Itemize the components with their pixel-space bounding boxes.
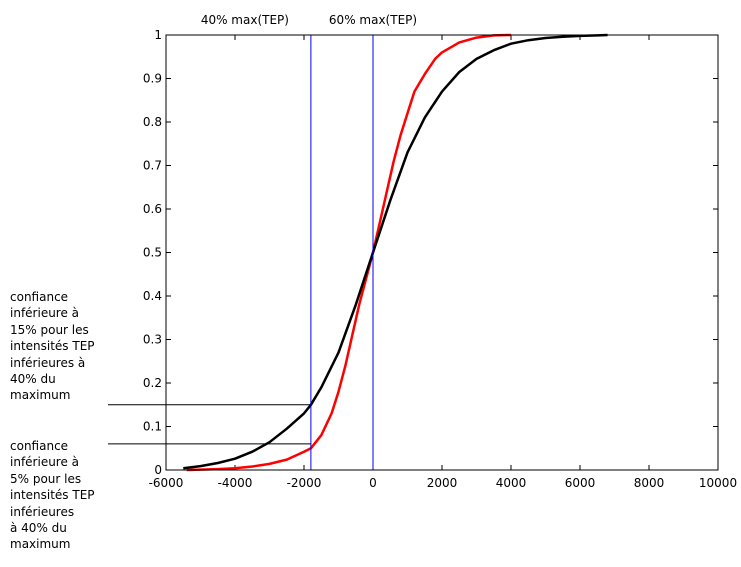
series-lines	[183, 33, 608, 472]
y-tick-label: 0	[154, 463, 162, 477]
plot-frame	[165, 34, 719, 471]
x-tick-label: 10000	[699, 476, 737, 490]
tick-labels: -6000 -4000 -2000 0 2000 4000 6000 8000 10000 0 0.…	[143, 13, 737, 490]
y-tick-label: 0.3	[143, 333, 162, 347]
x-tick-label: 2000	[427, 476, 458, 490]
y-tick-label: 0.4	[143, 289, 162, 303]
x-tick-label: -6000	[149, 476, 184, 490]
reference-lines	[108, 35, 374, 470]
y-tick-label: 0.1	[143, 420, 162, 434]
x-tick-label: 0	[369, 476, 377, 490]
x-tick-label: 6000	[565, 476, 596, 490]
x-tick-label: -2000	[287, 476, 322, 490]
x-tick-label: -4000	[218, 476, 253, 490]
y-tick-label: 0.7	[143, 159, 162, 173]
y-tick-label: 1	[154, 28, 162, 42]
annotation-15-percent: confiance inférieure à 15% pour les inte…	[10, 290, 95, 403]
x-tick-label: 8000	[634, 476, 665, 490]
y-tick-label: 0.5	[143, 246, 162, 260]
series-line-red	[186, 33, 512, 472]
x-tick-label: 4000	[496, 476, 527, 490]
y-tick-label: 0.6	[143, 202, 162, 216]
vertical-line-label: 60% max(TEP)	[329, 13, 417, 27]
y-tick-label: 0.8	[143, 115, 162, 129]
vertical-line-label: 40% max(TEP)	[201, 13, 289, 27]
annotation-5-percent: confiance inférieure à 5% pour les inten…	[10, 439, 95, 552]
series-line-black	[183, 33, 608, 470]
y-tick-label: 0.9	[143, 72, 162, 86]
y-tick-label: 0.2	[143, 376, 162, 390]
